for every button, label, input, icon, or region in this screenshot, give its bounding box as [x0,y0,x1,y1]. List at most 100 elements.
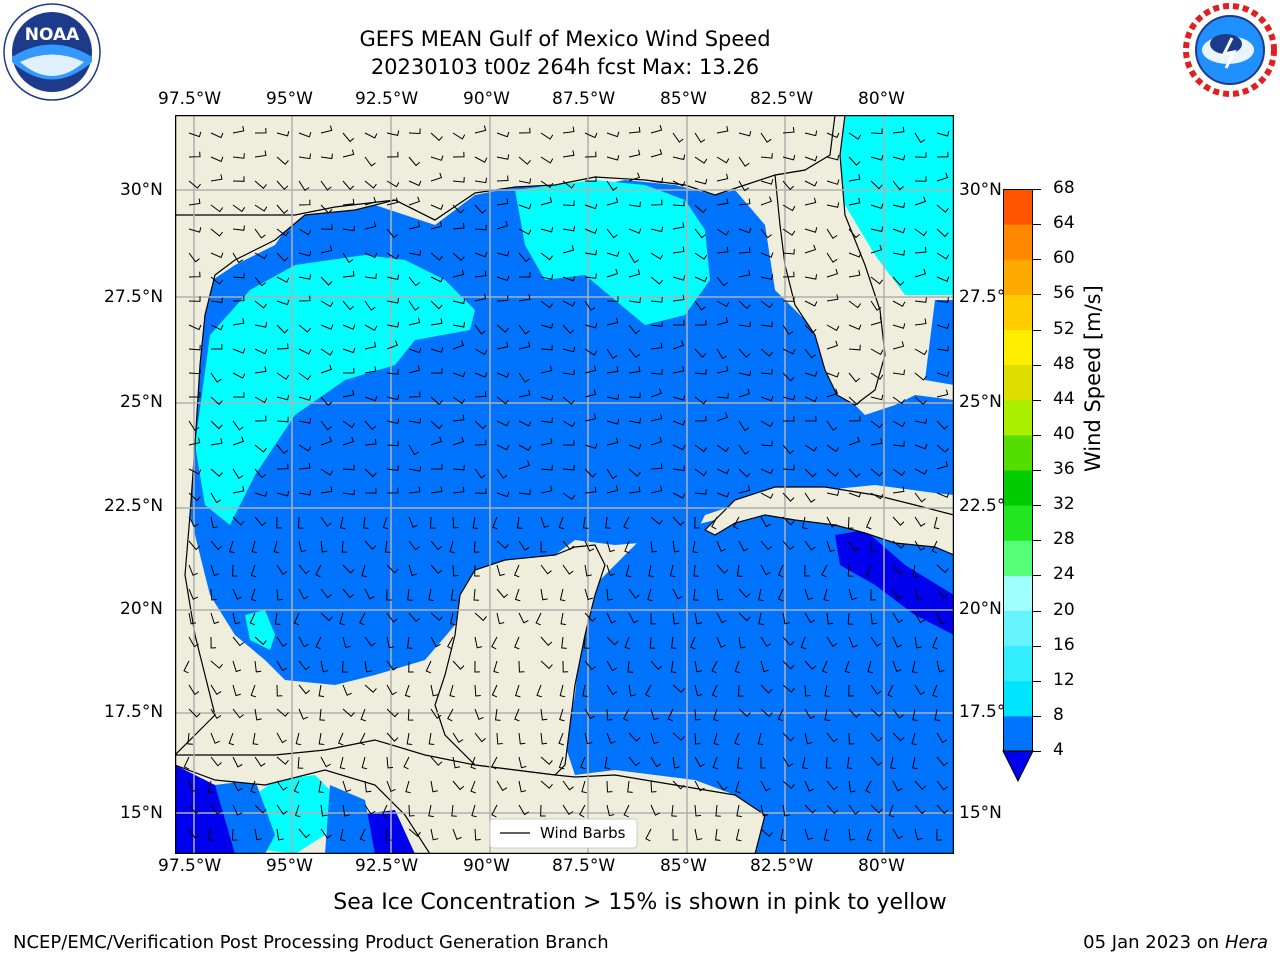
colorbar-block [1003,610,1033,647]
wind-barb [298,588,309,600]
wind-barb [760,274,774,280]
wind-barb [386,151,399,158]
wind-barb [716,348,728,360]
wind-barb [892,660,902,673]
colorbar-block [1003,294,1033,330]
wind-barb [738,227,752,234]
cyan-zone-west [195,255,475,525]
wind-barb [496,250,510,257]
wind-barb [760,321,773,328]
wind-barb [870,394,884,401]
wind-barb [870,317,883,326]
wind-barb [254,252,268,260]
wind-barb [232,392,245,398]
wind-barb [627,780,633,793]
wind-barb [386,340,398,350]
wind-barb [562,180,575,189]
wind-barb [232,372,246,379]
wind-barb [474,488,487,494]
wind-barb [474,564,480,577]
wind-barb [606,540,615,553]
wind-barb [407,708,414,721]
wind-barb [540,708,548,721]
wind-barb [804,300,818,307]
wind-barb [491,684,498,698]
wind-barb [386,274,400,281]
wind-barb [606,588,613,601]
wind-barb [848,156,861,166]
wind-barb [870,708,883,718]
wind-barb [888,804,895,818]
wind-barb [692,540,698,554]
colorbar [1002,189,1034,783]
wind-barb [425,660,432,674]
wind-barb [558,732,564,746]
wind-barb [339,756,346,770]
wind-barb [716,540,726,552]
wind-barb [782,780,795,790]
wind-barb [210,156,224,163]
wind-barb [738,468,751,478]
wind-barb [514,708,520,722]
wind-barb [188,420,200,432]
wind-barb [232,420,244,431]
wind-barb [782,271,795,278]
lon-tick-bottom-0: 97.5°W [158,856,222,876]
wind-barb [496,198,509,206]
wind-barb [738,198,751,206]
wind-barb [848,252,862,258]
wind-barb [694,780,705,792]
wind-barb [514,636,520,650]
colorbar-block [1003,680,1033,717]
wind-barb [339,516,346,530]
wind-barb [364,341,377,350]
wind-barb [826,268,839,278]
wind-barb [386,732,399,742]
wind-barb [584,486,597,494]
wind-barb [892,180,904,191]
wind-barb [514,588,521,602]
colorbar-tick-mark [1033,715,1041,717]
colorbar-tick-mark [1033,434,1041,436]
wind-barb [210,276,223,285]
wind-barb [694,204,707,214]
noaa-logo: NOAA [3,3,101,101]
wind-barb [912,564,919,578]
wind-barb [364,221,377,230]
wind-barb [293,612,300,626]
wind-barb [782,516,795,526]
wind-barb [320,245,333,254]
wind-barb [826,444,840,453]
wind-barb [760,468,774,475]
wind-barb [936,588,948,599]
wind-barb [518,756,527,769]
wind-barb [760,252,774,258]
wind-barb [386,418,400,425]
wind-barb [496,732,503,745]
wind-barb [342,252,354,264]
wind-barb [406,732,413,745]
wind-barb [694,228,706,239]
wind-barb [562,804,574,816]
wind-barb [804,180,818,187]
wind-barb [452,340,465,350]
wind-barb [867,660,873,674]
wind-barb [540,588,548,601]
wind-barb [777,564,784,578]
wind-barb [826,294,839,302]
wind-barb [826,179,840,185]
wind-barb [628,684,636,697]
wind-barb [188,612,197,625]
wind-barb [447,708,454,722]
wind-barb [364,780,372,793]
wind-barb [715,828,721,841]
wind-barb [892,341,905,350]
wind-barb [496,564,505,577]
wind-barb [386,369,399,375]
wind-barb [188,804,201,815]
wind-barb [579,804,586,818]
wind-barb [936,276,950,282]
wind-barb [254,127,267,134]
wind-barb [276,516,282,529]
wind-barb [408,276,421,287]
